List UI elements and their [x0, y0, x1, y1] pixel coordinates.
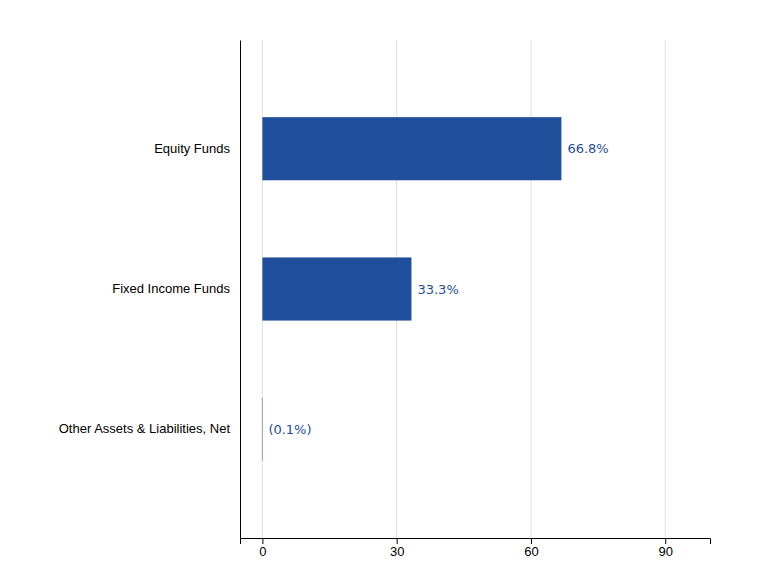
- plot: 0 30 60 90 Other Assets & Liabilities, Net Fi…: [59, 40, 711, 559]
- x-tick-mark: [397, 538, 398, 544]
- y-axis: Other Assets & Liabilities, Net Fixed Inc…: [59, 41, 241, 539]
- x-tick: 0: [259, 538, 266, 559]
- y-tick-label: Equity Funds: [154, 141, 230, 156]
- x-tick-label: 90: [659, 544, 673, 559]
- y-tick-label: Fixed Income Funds: [112, 281, 230, 296]
- x-tick-mark: [262, 538, 263, 544]
- x-tick-label: 0: [259, 544, 266, 559]
- bar: [262, 257, 411, 320]
- x-tick: 90: [659, 538, 673, 559]
- chart: 0 30 60 90 Other Assets & Liabilities, Net Fi…: [0, 0, 780, 588]
- x-tick-label: 60: [524, 544, 538, 559]
- x-axis-line: [241, 539, 711, 545]
- bars: [262, 117, 561, 461]
- y-tick: Equity Funds: [154, 141, 240, 156]
- grid: [262, 40, 665, 538]
- y-tick: Other Assets & Liabilities, Net: [59, 421, 240, 436]
- x-axis: 0 30 60 90: [241, 538, 711, 559]
- y-axis-line: [240, 41, 241, 539]
- y-tick-label: Other Assets & Liabilities, Net: [59, 421, 231, 436]
- x-tick-mark: [665, 538, 666, 544]
- x-tick-mark: [531, 538, 532, 544]
- x-tick: 30: [390, 538, 404, 559]
- data-labels: (0.1%) 33.3% 66.8%: [268, 141, 608, 437]
- grid-line: [665, 40, 666, 538]
- x-tick: 60: [524, 538, 538, 559]
- bar: [262, 117, 561, 180]
- data-label: (0.1%): [268, 422, 311, 437]
- data-label: 66.8%: [567, 141, 608, 156]
- grid-line: [530, 40, 531, 538]
- data-label: 33.3%: [417, 282, 458, 297]
- bar: [261, 398, 262, 461]
- x-tick-label: 30: [390, 544, 404, 559]
- y-tick: Fixed Income Funds: [112, 281, 240, 296]
